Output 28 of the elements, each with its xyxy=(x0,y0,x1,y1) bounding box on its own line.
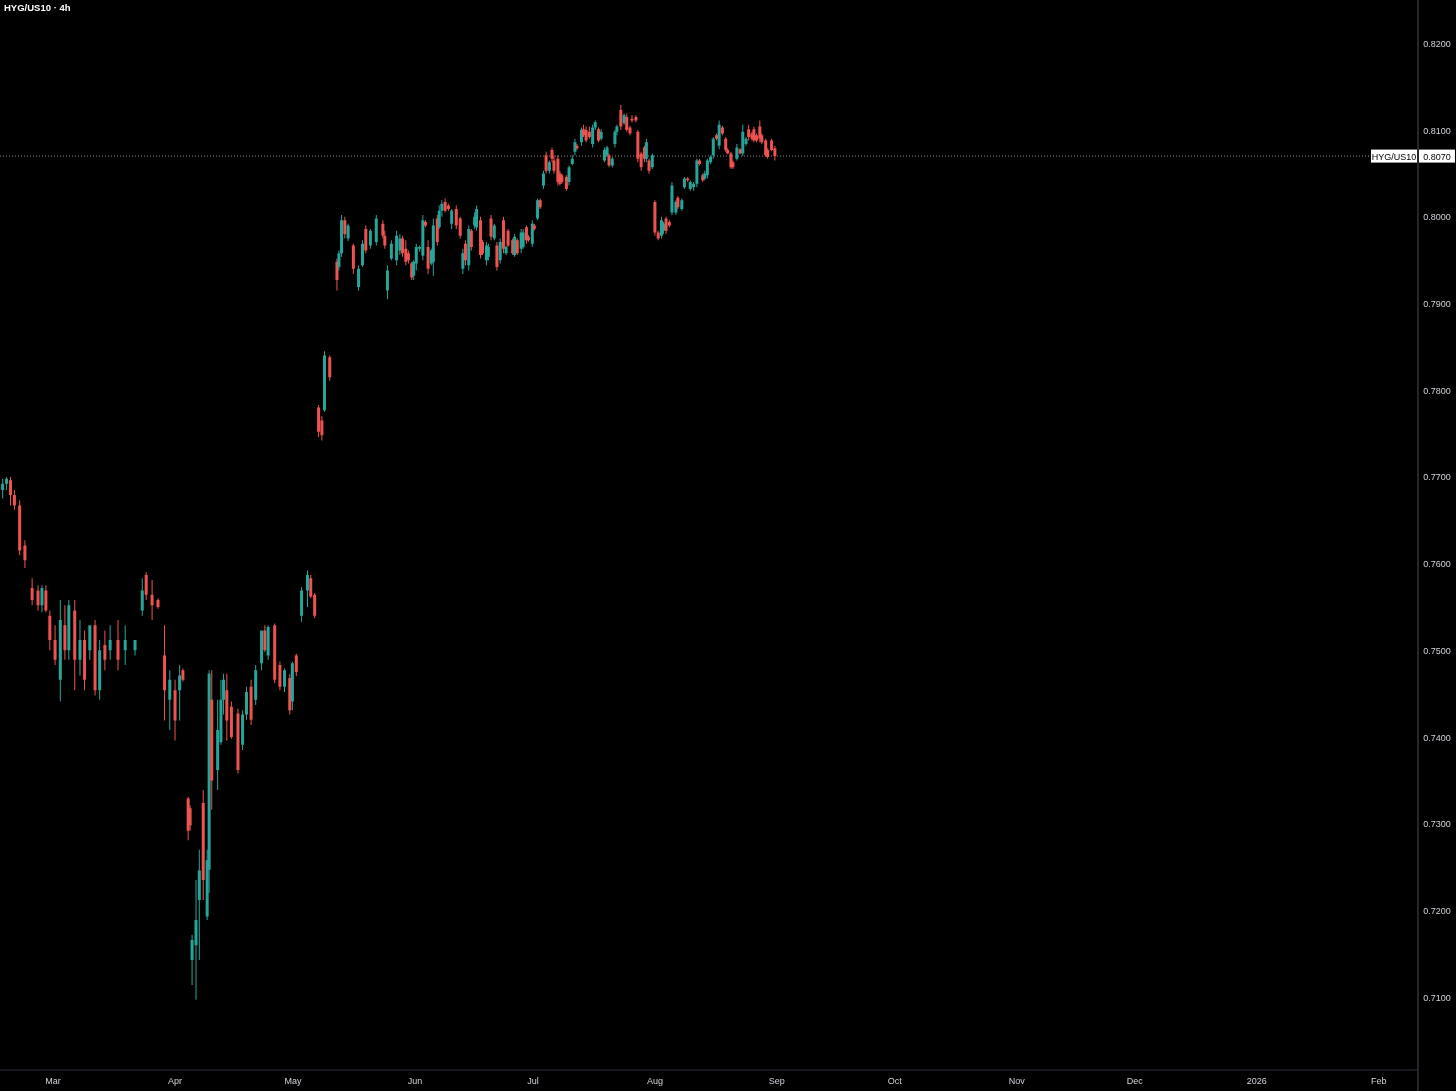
x-tick-label: Oct xyxy=(887,1076,903,1086)
x-tick-label: Sep xyxy=(768,1076,785,1086)
x-tick-label: Jun xyxy=(407,1076,423,1086)
y-tick-label: 0.7500 xyxy=(1423,645,1451,656)
x-tick-label: 2026 xyxy=(1246,1076,1267,1086)
annotation: 0.8070 xyxy=(1423,151,1451,162)
y-tick-label: 0.7800 xyxy=(1423,385,1451,396)
chart-title: HYG/US10 · 4h xyxy=(4,2,71,13)
y-tick-label: 0.7900 xyxy=(1423,298,1451,309)
x-tick-label: Aug xyxy=(646,1076,663,1086)
x-tick-label: Feb xyxy=(1370,1076,1387,1086)
candlestick xyxy=(630,115,634,123)
y-tick-label: 0.8000 xyxy=(1423,212,1451,223)
y-tick-label: 0.7100 xyxy=(1423,992,1451,1003)
ref-line-label: HYG/US10 xyxy=(1371,151,1417,162)
x-tick-label: Dec xyxy=(1126,1076,1144,1086)
y-tick-label: 0.8100 xyxy=(1423,125,1451,136)
y-tick-label: 0.7600 xyxy=(1423,559,1451,570)
x-tick-label: Nov xyxy=(1008,1076,1026,1086)
x-tick-label: May xyxy=(284,1076,303,1086)
x-tick-label: Apr xyxy=(168,1076,183,1086)
y-tick-label: 0.7300 xyxy=(1423,819,1451,830)
y-tick-label: 0.7400 xyxy=(1423,732,1451,743)
x-tick-label: Jul xyxy=(527,1076,539,1086)
y-tick-label: 0.8200 xyxy=(1423,38,1451,49)
y-tick-label: 0.7200 xyxy=(1423,905,1451,916)
x-tick-label: Mar xyxy=(45,1076,61,1086)
y-tick-label: 0.7700 xyxy=(1423,472,1451,483)
